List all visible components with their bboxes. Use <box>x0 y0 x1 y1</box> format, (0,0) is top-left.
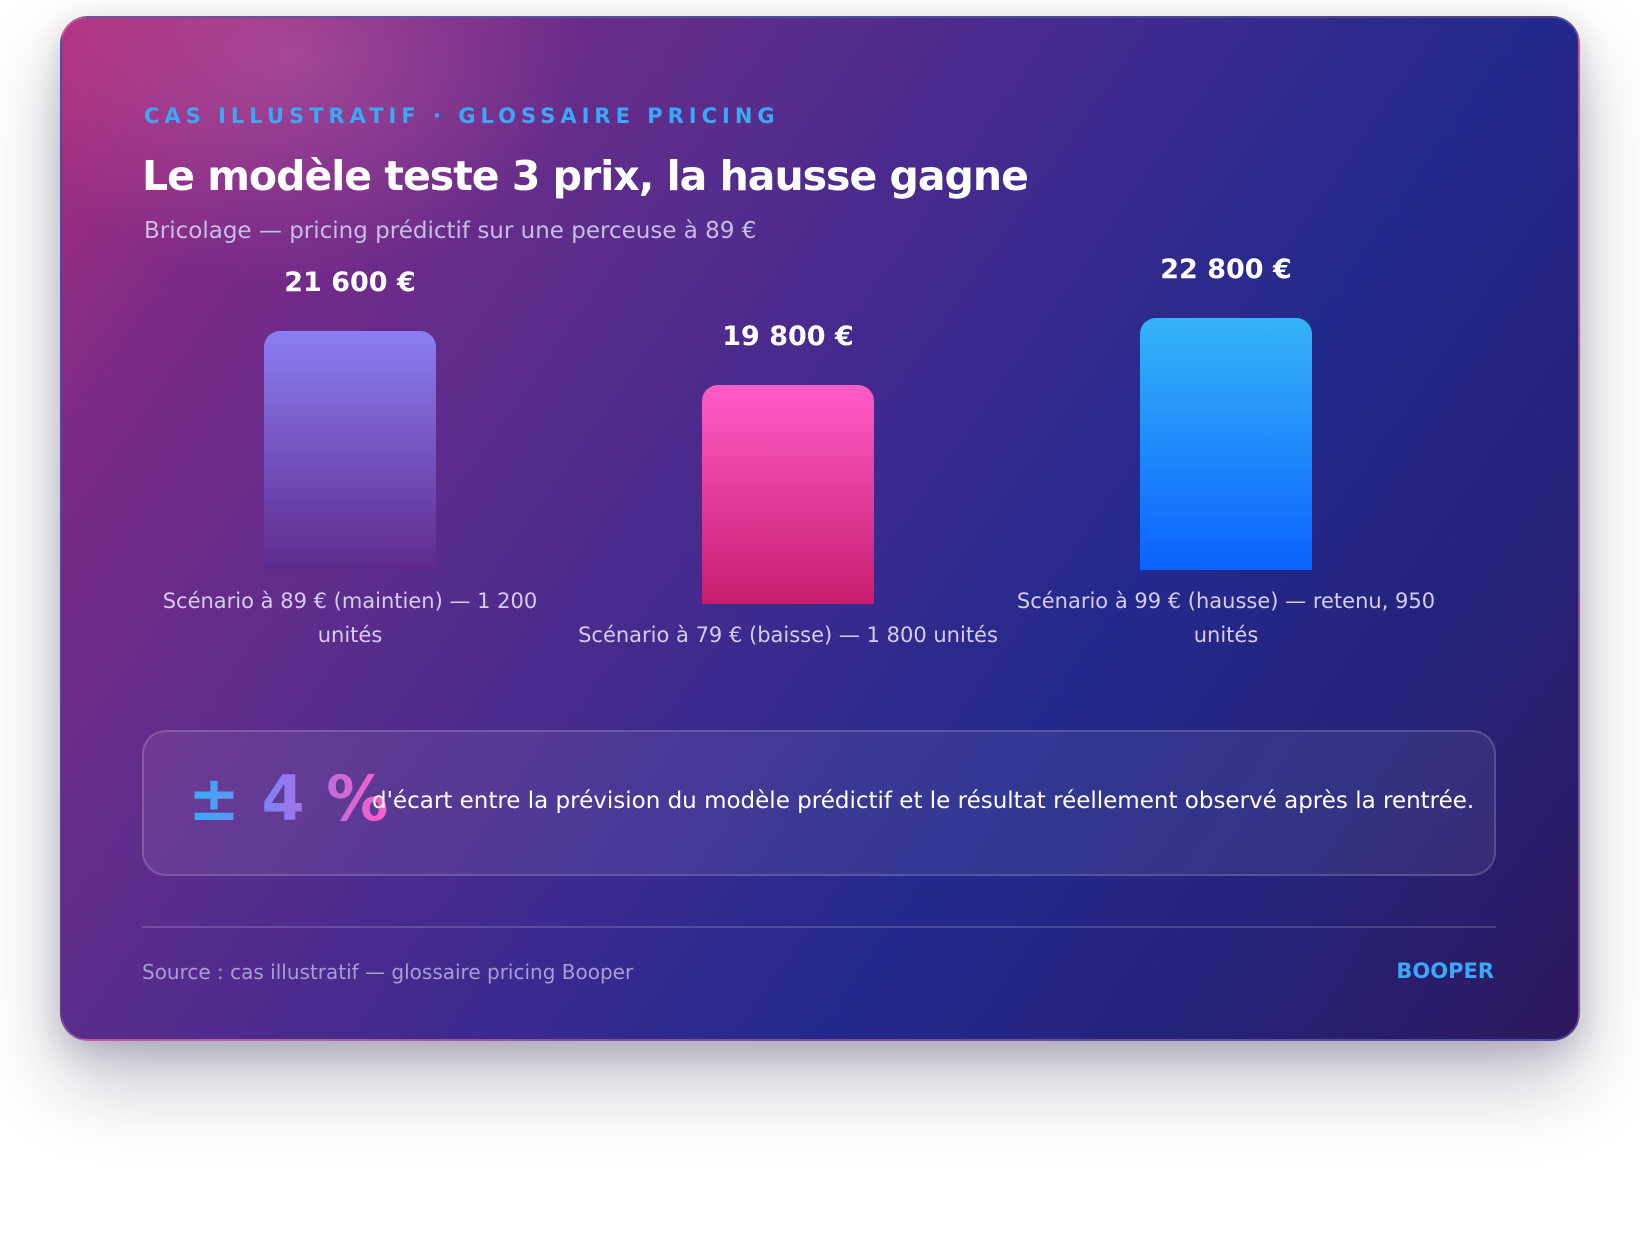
stat-description: d'écart entre la prévision du modèle pré… <box>372 788 1475 814</box>
page-title: Le modèle teste 3 prix, la hausse gagne <box>142 152 1029 200</box>
bar-value-label: 19 800 € <box>722 321 854 352</box>
source-note: Source : cas illustratif — glossaire pri… <box>142 960 634 984</box>
bar-value-label: 21 600 € <box>284 267 416 298</box>
bar <box>702 385 874 604</box>
bar <box>1140 318 1312 570</box>
bar-category-label: Scénario à 79 € (baisse) — 1 800 unités <box>578 623 998 647</box>
bar-category-label: Scénario à 99 € (hausse) — retenu, 950 u… <box>1016 589 1436 647</box>
stat-callout: ± 4 % d'écart entre la prévision du modè… <box>142 730 1496 876</box>
bar-value-label: 22 800 € <box>1160 254 1292 285</box>
page-subtitle: Bricolage — pricing prédictif sur une pe… <box>144 218 757 244</box>
brand-logo: BOOPER <box>1396 959 1494 983</box>
eyebrow-label: CAS ILLUSTRATIF · GLOSSAIRE PRICING <box>144 104 780 128</box>
infographic-card: CAS ILLUSTRATIF · GLOSSAIRE PRICING Le m… <box>60 16 1580 1041</box>
bar <box>264 331 436 570</box>
bar-chart: 21 600 € Scénario à 89 € (maintien) — 1 2… <box>62 18 1578 718</box>
stat-value: ± 4 % <box>188 762 389 835</box>
bar-category-label: Scénario à 89 € (maintien) — 1 200 unité… <box>162 589 538 647</box>
footer-divider <box>142 926 1496 928</box>
